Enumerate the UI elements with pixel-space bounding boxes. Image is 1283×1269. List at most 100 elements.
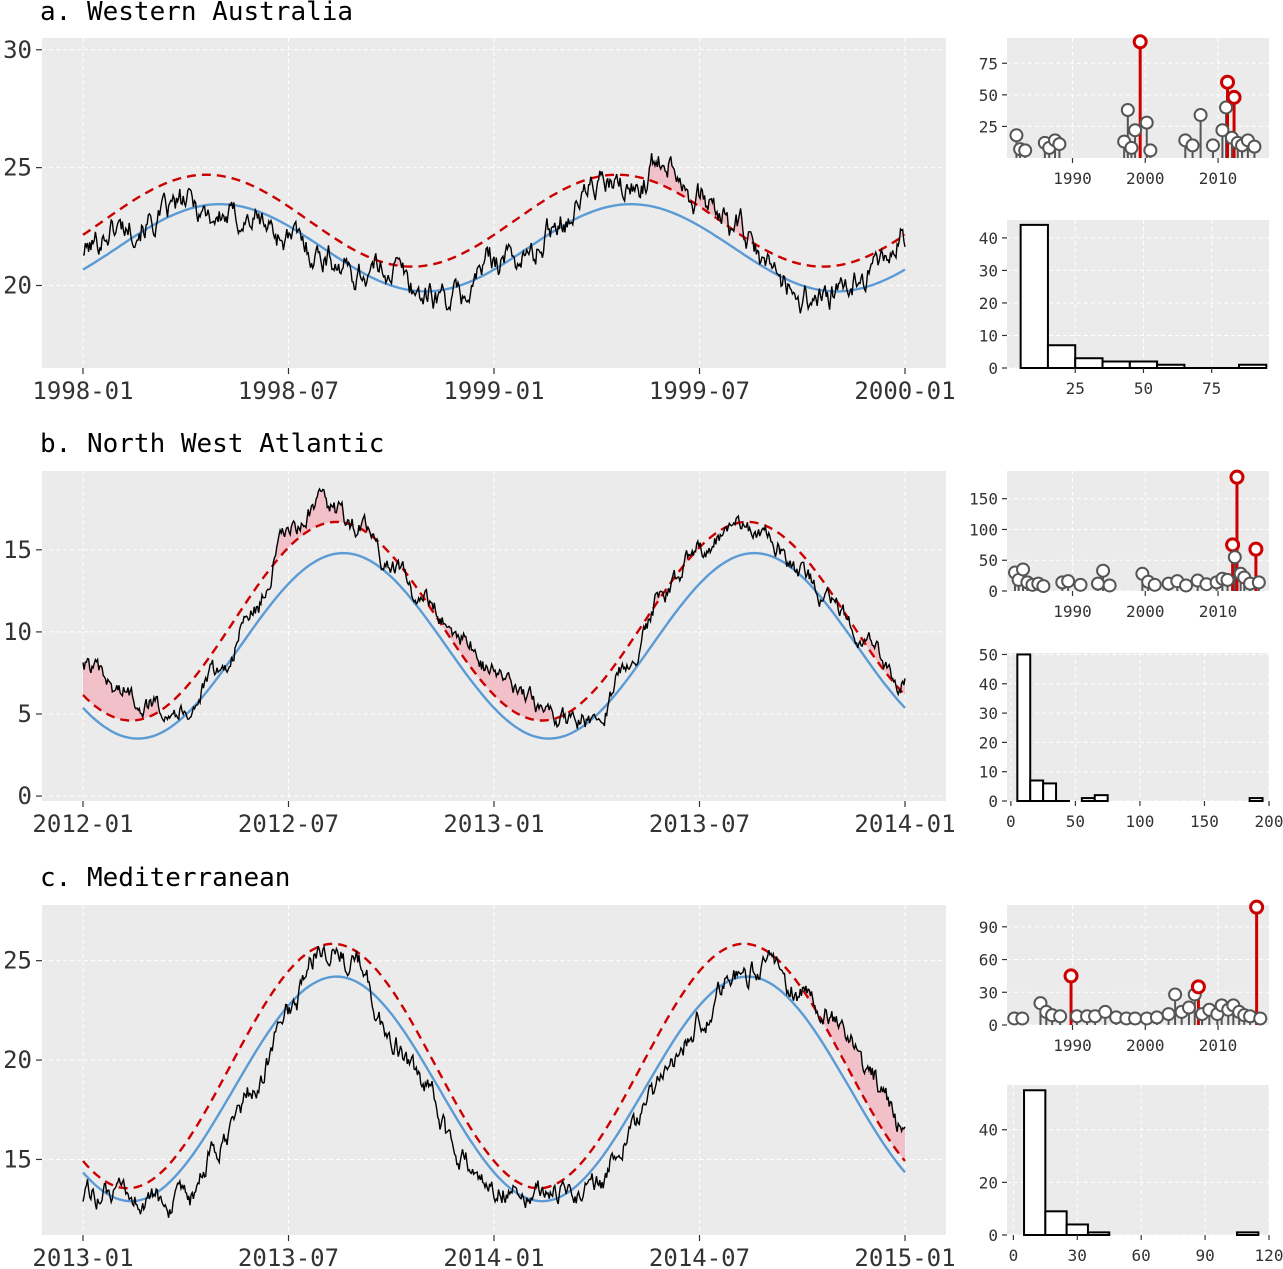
y-tick-label: 0 [988, 1016, 998, 1035]
event-marker [1015, 1011, 1030, 1026]
y-tick-label: 20 [979, 1173, 998, 1192]
y-tick-label: 25 [3, 154, 32, 182]
event-marker [1061, 574, 1076, 589]
top-event-marker [1220, 74, 1236, 90]
y-tick-label: 30 [979, 704, 998, 723]
histogram-bar [1248, 797, 1264, 803]
y-tick-label: 30 [979, 983, 998, 1002]
y-tick-label: 10 [979, 763, 998, 782]
x-tick-label: 2013-07 [649, 810, 750, 838]
x-tick-label: 50 [1134, 379, 1153, 398]
histogram-bar [1086, 1231, 1111, 1236]
x-tick-label: 0 [1006, 812, 1016, 831]
event-marker [1247, 139, 1262, 154]
event-marker [1009, 128, 1024, 143]
histogram-bar [1128, 360, 1159, 370]
histogram-bar [1042, 782, 1058, 802]
y-tick-label: 0 [988, 1226, 998, 1245]
x-tick-label: 2000 [1126, 169, 1165, 188]
y-tick-label: 75 [979, 54, 998, 73]
x-tick-label: 2013-07 [238, 1244, 339, 1269]
x-tick-label: 1999-01 [443, 377, 544, 405]
x-tick-label: 150 [1190, 812, 1219, 831]
climatology-line [82, 551, 906, 740]
x-tick-label: 1998-07 [238, 377, 339, 405]
event-marker [1128, 123, 1143, 138]
event-marker [1139, 115, 1154, 130]
event-marker [1161, 1007, 1176, 1022]
marine-heatwave-event-fill [440, 617, 553, 721]
x-tick-label: 1998-01 [32, 377, 133, 405]
top-event-marker [1229, 469, 1245, 485]
event-marker [1096, 563, 1111, 578]
x-tick-label: 0 [1009, 1246, 1019, 1265]
histogram-bar [1029, 779, 1045, 803]
event-marker [1205, 138, 1220, 153]
main-time-series-chart: 2012-01 2012-07 2013-01 2013-07 2014-01 0 5 10 1… [3, 471, 956, 838]
x-tick-label: 90 [1195, 1246, 1214, 1265]
y-tick-label: 0 [988, 792, 998, 811]
panel-title: a. Western Australia [40, 0, 353, 27]
event-histogram-chart: 0 50 100 150 200 0 10 20 30 40 50 [979, 645, 1283, 831]
event-marker [1179, 578, 1194, 593]
event-marker [1215, 123, 1230, 138]
histogram-bar [1093, 794, 1109, 802]
temperature-line [82, 153, 906, 314]
x-tick-label: 2000-01 [854, 377, 955, 405]
y-tick-label: 40 [979, 675, 998, 694]
main-time-series-chart: 2013-01 2013-07 2014-01 2014-07 2015-01 15 20 2… [3, 905, 956, 1269]
marine-heatwave-event-fill [393, 257, 401, 266]
histogram-bar [1044, 1210, 1068, 1237]
top-event-marker [1190, 979, 1206, 995]
main-time-series-chart: 1998-01 1998-07 1999-01 1999-07 2000-01 20 25 3… [3, 36, 955, 405]
event-marker [1193, 108, 1208, 123]
x-tick-label: 2014-07 [649, 1244, 750, 1269]
x-tick-label: 1999-07 [649, 377, 750, 405]
event-marker [1147, 577, 1162, 592]
temperature-line [82, 944, 906, 1218]
event-marker [1016, 562, 1031, 577]
event-marker [1124, 140, 1139, 155]
threshold-line [82, 520, 906, 722]
event-marker [1036, 579, 1051, 594]
histogram-bar [1080, 797, 1096, 803]
event-lollipop-chart: 1990 2000 2010 25 50 75 [979, 34, 1269, 188]
y-tick-label: 150 [969, 490, 998, 509]
x-tick-label: 25 [1066, 379, 1085, 398]
x-tick-label: 60 [1132, 1246, 1151, 1265]
plot-background [1007, 220, 1269, 368]
plot-background [1007, 1085, 1269, 1235]
marine-heatwave-event-fill [736, 516, 739, 524]
histogram-bar [1019, 223, 1049, 369]
event-marker [1227, 550, 1242, 565]
panel-title: b. North West Atlantic [40, 429, 384, 459]
marine-heatwave-event-fill [273, 489, 345, 565]
event-marker [1251, 575, 1266, 590]
histogram-bar [1101, 360, 1131, 370]
x-tick-label: 75 [1202, 379, 1221, 398]
event-marker [1149, 1010, 1164, 1025]
x-tick-label: 2010 [1199, 602, 1238, 621]
plot-background [1007, 653, 1269, 801]
y-tick-label: 20 [979, 294, 998, 313]
y-tick-label: 0 [18, 782, 32, 810]
event-marker [1143, 143, 1158, 158]
x-tick-label: 2000 [1126, 1036, 1165, 1055]
y-tick-label: 10 [979, 326, 998, 345]
marine-heatwave-event-fill [83, 658, 159, 721]
x-tick-label: 2010 [1199, 1036, 1238, 1055]
event-marker [1073, 577, 1088, 592]
histogram-bar [1046, 344, 1077, 370]
top-event-marker [1249, 899, 1265, 915]
x-tick-label: 100 [1125, 812, 1154, 831]
event-lollipop-chart: 1990 2000 2010 0 30 60 90 [979, 899, 1269, 1055]
y-tick-label: 100 [969, 520, 998, 539]
x-tick-label: 2012-01 [32, 810, 133, 838]
y-tick-label: 60 [979, 951, 998, 970]
y-tick-label: 40 [979, 1121, 998, 1140]
x-tick-label: 120 [1255, 1246, 1283, 1265]
histogram-bar [1016, 653, 1032, 802]
y-tick-label: 30 [3, 36, 32, 64]
y-tick-label: 15 [3, 1145, 32, 1173]
